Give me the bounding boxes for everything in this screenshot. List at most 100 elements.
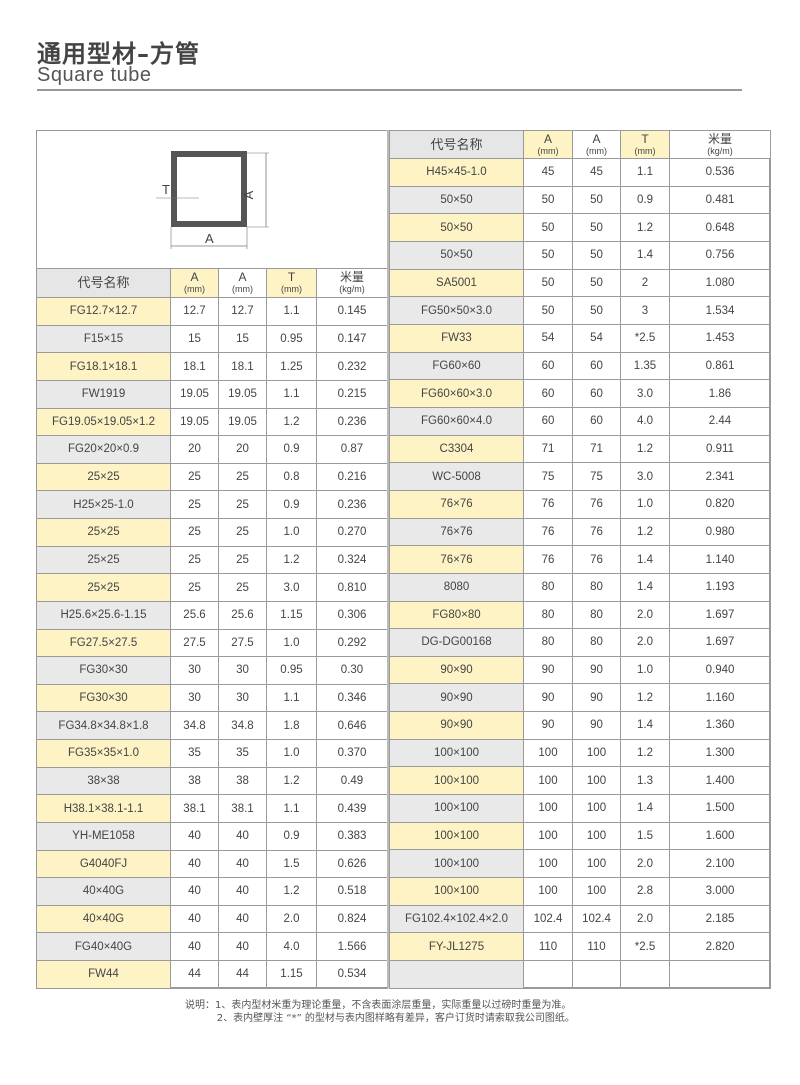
cell-t: 1.4 <box>620 572 670 602</box>
cell-t: 2 <box>620 268 670 298</box>
cell-t: 1.0 <box>266 518 317 547</box>
cell-t: 1.4 <box>620 794 670 823</box>
cell-t: 4.0 <box>266 932 317 961</box>
cell-a1: 60 <box>523 406 573 436</box>
cell-t: *2.5 <box>620 323 670 353</box>
cell-name: FG18.1×18.1 <box>36 352 171 381</box>
cell-name: FG34.8×34.8×1.8 <box>36 711 171 740</box>
cell-weight: 1.360 <box>669 711 771 740</box>
header-label: A <box>190 270 199 284</box>
cell-a2: 80 <box>572 628 621 657</box>
cell-name: FG30×30 <box>36 683 171 713</box>
cell-name: 25×25 <box>36 518 171 547</box>
cell-weight: 1.600 <box>669 821 771 851</box>
cell-weight: 0.147 <box>316 324 388 354</box>
cell-weight: 1.566 <box>316 932 388 961</box>
cell-weight: 0.292 <box>316 628 388 658</box>
header-name: 代号名称 <box>389 130 524 159</box>
page-subtitle: Square tube <box>37 64 152 86</box>
notes: 说明：1、表内型材米重为理论重量，不含表面涂层重量，实际重量以过磅时重量为准。 … <box>185 999 575 1025</box>
table-row: FG19.05×19.05×1.2 19.05 19.05 1.2 0.236 <box>36 407 388 437</box>
cell-name: 90×90 <box>389 655 524 685</box>
cell-a2: 100 <box>572 877 621 906</box>
cell-a2: 100 <box>572 738 621 768</box>
table-row: H25×25-1.0 25 25 0.9 0.236 <box>36 490 388 519</box>
header-unit: (mm) <box>586 145 607 156</box>
cell-t: 1.2 <box>620 738 670 768</box>
cell-name: H38.1×38.1-1.1 <box>36 794 171 823</box>
header-a2: A (mm) <box>572 130 621 159</box>
cell-a2: 54 <box>572 323 621 353</box>
cell-name: H25.6×25.6-1.15 <box>36 600 171 630</box>
table-row: DG-DG00168 80 80 2.0 1.697 <box>389 628 771 657</box>
page-title: 通用型材–方管 <box>37 40 200 68</box>
cell-a1: 90 <box>523 655 573 685</box>
cell-weight: 1.86 <box>669 379 771 408</box>
cell-a1: 12.7 <box>170 297 219 326</box>
cell-t: 1.1 <box>266 297 317 326</box>
cell-t: 4.0 <box>620 406 670 436</box>
cell-a2: 19.05 <box>218 407 267 437</box>
cell-weight: 0.481 <box>669 185 771 215</box>
header-a1: A (mm) <box>523 130 573 159</box>
cell-weight: 0.911 <box>669 434 771 464</box>
cell-a2: 44 <box>218 960 267 989</box>
cell-t: 1.2 <box>266 766 317 796</box>
cell-t: 3.0 <box>266 573 317 602</box>
cell-name: SA5001 <box>389 268 524 298</box>
label-a-side: A <box>241 190 256 199</box>
table-header-row: 代号名称 A (mm) A (mm) T (mm) 米量 (kg/m) <box>36 268 388 298</box>
header-label: A <box>592 131 601 146</box>
cell-name: FW1919 <box>36 379 171 409</box>
cell-weight: 1.400 <box>669 766 771 796</box>
header-unit: (mm) <box>184 284 205 294</box>
table-row: FW1919 19.05 19.05 1.1 0.215 <box>36 379 388 409</box>
table-row: FG34.8×34.8×1.8 34.8 34.8 1.8 0.646 <box>36 711 388 740</box>
cell-name: 50×50 <box>389 213 524 242</box>
cell-a1: 102.4 <box>523 904 573 934</box>
cell-name: FG102.4×102.4×2.0 <box>389 904 524 934</box>
cell-t: 1.2 <box>620 683 670 713</box>
cell-name: 40×40G <box>36 877 171 906</box>
table-row: 50×50 50 50 1.2 0.648 <box>389 213 771 242</box>
header-t: T (mm) <box>620 130 670 159</box>
cell-a2: 25 <box>218 518 267 547</box>
cell-a1: 25.6 <box>170 600 219 630</box>
table-row: 90×90 90 90 1.4 1.360 <box>389 711 771 740</box>
cell-a2: 102.4 <box>572 904 621 934</box>
cell-a1: 76 <box>523 517 573 547</box>
header-weight: 米量 (kg/m) <box>669 130 771 159</box>
cell-a2: 19.05 <box>218 379 267 409</box>
header-label: T <box>641 131 649 146</box>
cell-weight: 1.193 <box>669 572 771 602</box>
cell-name: 100×100 <box>389 738 524 768</box>
cell-a1: 20 <box>170 435 219 464</box>
cell-weight: 0.648 <box>669 213 771 242</box>
cell-weight: 1.160 <box>669 683 771 713</box>
cell-name: 90×90 <box>389 711 524 740</box>
cell-a2: 100 <box>572 821 621 851</box>
cell-t: 1.0 <box>620 655 670 685</box>
cell-t: 2.0 <box>620 904 670 934</box>
cell-a1: 100 <box>523 849 573 879</box>
header-unit: (mm) <box>281 284 302 294</box>
header-weight: 米量 (kg/m) <box>316 268 388 298</box>
cell-weight: 0.30 <box>316 656 388 685</box>
cell-weight: 0.756 <box>669 240 771 270</box>
cell-a1: 25 <box>170 462 219 492</box>
cell-a2: 18.1 <box>218 352 267 381</box>
column-divider <box>387 130 389 988</box>
cell-a1: 38 <box>170 766 219 796</box>
cell-weight: 0.824 <box>316 904 388 934</box>
cell-t: 1.5 <box>266 849 317 879</box>
cell-a1: 100 <box>523 877 573 906</box>
cell-weight: 0.439 <box>316 794 388 823</box>
table-row: C3304 71 71 1.2 0.911 <box>389 434 771 464</box>
table-row: FG102.4×102.4×2.0 102.4 102.4 2.0 2.185 <box>389 904 771 934</box>
cell-weight: 3.000 <box>669 877 771 906</box>
table-row: FW33 54 54 *2.5 1.453 <box>389 323 771 353</box>
cell-name: 100×100 <box>389 821 524 851</box>
header-label: A <box>543 131 552 146</box>
cell-t: 1.35 <box>620 351 670 381</box>
cell-a1: 19.05 <box>170 379 219 409</box>
